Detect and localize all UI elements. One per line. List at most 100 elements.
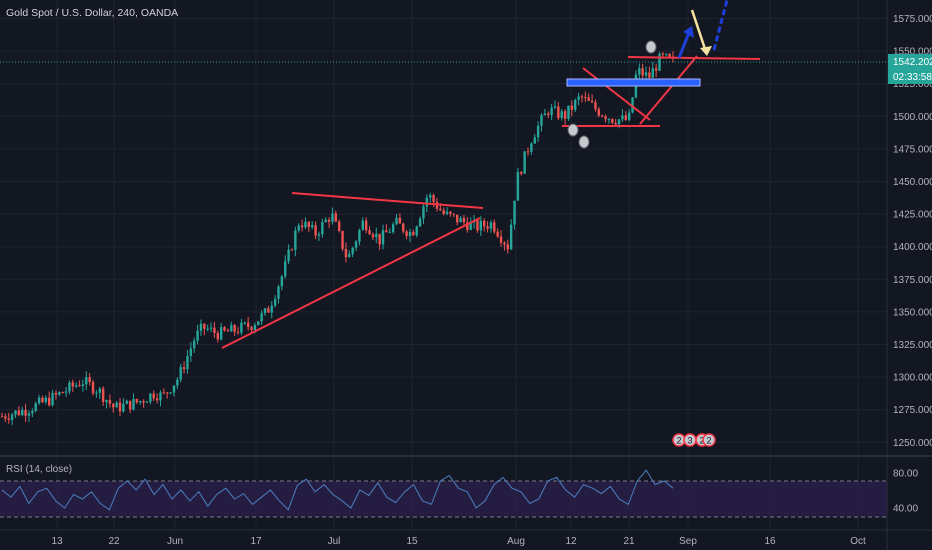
price-tick-label: 1500.000 bbox=[893, 112, 932, 123]
candle-body bbox=[466, 222, 469, 230]
candle-body bbox=[611, 118, 614, 123]
candle-body bbox=[391, 224, 395, 233]
event-badge-count: 2 bbox=[706, 436, 711, 446]
rsi-band-fill bbox=[0, 481, 887, 517]
candle-body bbox=[115, 402, 118, 408]
candle-body bbox=[402, 223, 405, 232]
drawing-annotations[interactable] bbox=[221, 0, 761, 349]
candle-body bbox=[607, 118, 611, 120]
candle-body bbox=[621, 115, 624, 120]
candle-body bbox=[216, 332, 219, 340]
trendline-support-rising[interactable] bbox=[221, 217, 481, 349]
candle-body bbox=[516, 172, 520, 201]
candle-body bbox=[530, 143, 533, 152]
candle-body bbox=[597, 109, 601, 116]
candle-body bbox=[226, 330, 230, 332]
trendline-upper-falling[interactable] bbox=[582, 67, 651, 121]
candle-body bbox=[223, 327, 226, 331]
rsi-pane[interactable]: RSI (14, close) bbox=[0, 464, 887, 518]
candle-body bbox=[600, 115, 604, 117]
candle-body bbox=[648, 72, 651, 78]
candle-body bbox=[614, 122, 617, 125]
candle-body bbox=[503, 242, 506, 245]
candle-body bbox=[469, 222, 472, 230]
candle-body bbox=[290, 249, 294, 251]
candle-body bbox=[493, 222, 496, 232]
trendline-breakout-rising[interactable] bbox=[639, 55, 698, 125]
candle-body bbox=[560, 111, 563, 119]
candle-body bbox=[182, 367, 186, 370]
projection-arrow-yellow[interactable] bbox=[690, 9, 708, 53]
candle-body bbox=[24, 409, 27, 416]
candle-body bbox=[51, 392, 54, 406]
candle-body bbox=[257, 321, 260, 326]
price-tick-label: 1275.000 bbox=[893, 405, 932, 416]
trendline-resistance-falling[interactable] bbox=[291, 192, 484, 209]
candle-body bbox=[499, 236, 503, 243]
candle-body bbox=[142, 401, 145, 403]
candle-body bbox=[570, 105, 574, 110]
candle-body bbox=[324, 219, 327, 223]
candle-body bbox=[624, 115, 627, 120]
price-axis[interactable]: 1575.000 1550.000 1525.000 1500.000 1475.000… bbox=[886, 0, 932, 550]
candle-body bbox=[509, 224, 513, 250]
candle-body bbox=[536, 125, 540, 138]
candle-body bbox=[668, 53, 671, 57]
candle-body bbox=[314, 225, 317, 236]
candle-body bbox=[267, 308, 270, 313]
candle-body bbox=[68, 382, 71, 392]
candle-body bbox=[280, 276, 284, 287]
time-axis-label: Jul bbox=[328, 536, 341, 547]
candle-body bbox=[176, 379, 179, 386]
marker-circle[interactable] bbox=[645, 40, 657, 54]
candle-body bbox=[364, 220, 368, 231]
candle-series[interactable] bbox=[0, 51, 675, 425]
event-badge-count: 2 bbox=[676, 436, 681, 446]
time-axis[interactable]: 13 22 Jun 17 Jul 15 Aug 12 21 Sep 16 Oct bbox=[0, 529, 932, 547]
candle-body bbox=[125, 400, 128, 404]
candle-body bbox=[496, 231, 499, 237]
blue-zone-box[interactable] bbox=[566, 78, 701, 87]
candle-body bbox=[553, 106, 557, 108]
candle-body bbox=[344, 248, 348, 258]
candle-body bbox=[172, 385, 176, 393]
candle-body bbox=[294, 230, 297, 250]
candle-body bbox=[327, 219, 331, 222]
candle-body bbox=[513, 200, 516, 225]
candle-body bbox=[631, 97, 634, 113]
candle-body bbox=[95, 392, 98, 394]
candle-body bbox=[348, 253, 351, 258]
candle-body bbox=[307, 221, 311, 228]
candle-body bbox=[547, 113, 550, 115]
candle-body bbox=[260, 313, 263, 322]
event-badge[interactable] bbox=[702, 433, 716, 447]
time-axis-label: Sep bbox=[679, 536, 697, 547]
event-badge-count: 3 bbox=[687, 436, 692, 446]
candle-body bbox=[627, 112, 631, 120]
candle-body bbox=[27, 413, 31, 416]
candle-body bbox=[304, 221, 307, 228]
candle-body bbox=[54, 392, 58, 395]
candle-body bbox=[425, 197, 429, 207]
marker-circle[interactable] bbox=[578, 135, 590, 149]
candle-body bbox=[101, 388, 105, 402]
resistance-horizontal[interactable] bbox=[627, 56, 761, 60]
candle-body bbox=[189, 348, 193, 357]
candle-body bbox=[81, 384, 85, 387]
candle-body bbox=[385, 230, 388, 233]
marker-circle[interactable] bbox=[567, 123, 579, 137]
candle-body bbox=[395, 217, 398, 225]
candle-body bbox=[0, 416, 4, 418]
candle-body bbox=[533, 137, 536, 144]
candle-body bbox=[368, 230, 371, 235]
grid-lines bbox=[0, 0, 887, 530]
candle-body bbox=[604, 116, 607, 120]
candle-body bbox=[132, 398, 135, 410]
candle-body bbox=[317, 234, 321, 236]
candle-body bbox=[381, 230, 385, 245]
candle-body bbox=[617, 119, 621, 125]
candle-body bbox=[375, 233, 378, 238]
time-axis-label: Aug bbox=[507, 536, 525, 547]
